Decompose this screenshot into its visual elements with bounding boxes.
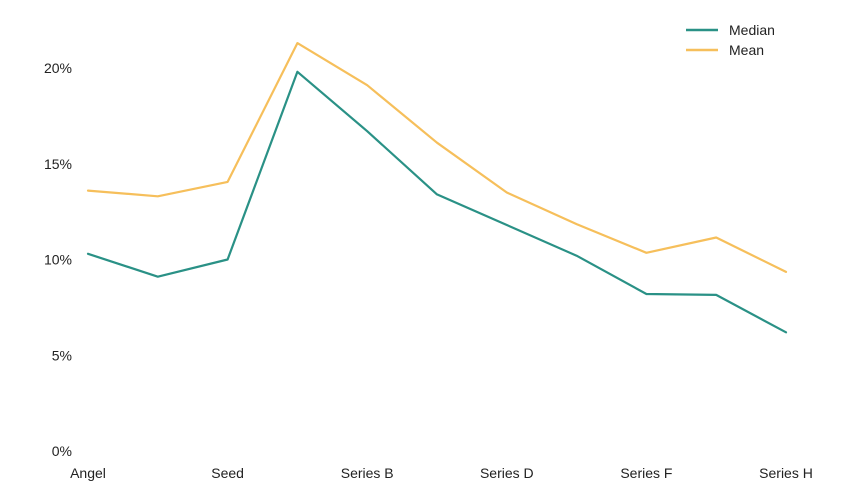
x-tick-label: Series D [480, 465, 534, 481]
legend-label: Mean [729, 42, 764, 58]
y-tick-label: 15% [44, 156, 72, 172]
x-tick-label: Seed [211, 465, 244, 481]
x-tick-label: Series H [759, 465, 813, 481]
series-lines [86, 41, 788, 334]
x-tick-label: Series F [620, 465, 672, 481]
x-axis-ticks: Angel Seed Series B Series D Series F Series … [70, 465, 813, 481]
y-tick-label: 20% [44, 60, 72, 76]
y-axis-ticks: 0% 5% 10% 15% 20% [44, 60, 72, 459]
y-tick-label: 10% [44, 252, 72, 268]
y-tick-label: 5% [52, 347, 72, 363]
x-tick-label: Angel [70, 465, 106, 481]
legend-label: Median [729, 22, 775, 38]
y-tick-label: 0% [52, 443, 72, 459]
series-line-mean [86, 41, 788, 273]
legend: Median Mean [686, 22, 775, 58]
x-tick-label: Series B [341, 465, 394, 481]
series-line-median [86, 70, 788, 334]
